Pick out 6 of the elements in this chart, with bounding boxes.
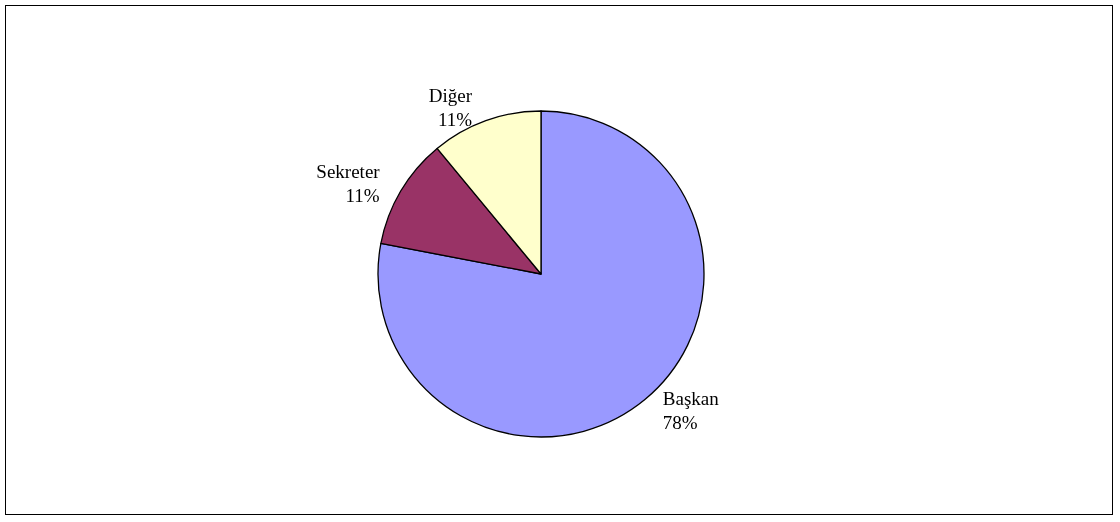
slice-label: Başkan: [662, 387, 720, 409]
data-label: 11%: [345, 185, 380, 207]
slice-label: Sekreter: [316, 161, 381, 183]
data-label: 11%: [437, 108, 473, 130]
data-label: 78%: [662, 411, 698, 433]
slice-label: Diğer: [428, 84, 473, 106]
